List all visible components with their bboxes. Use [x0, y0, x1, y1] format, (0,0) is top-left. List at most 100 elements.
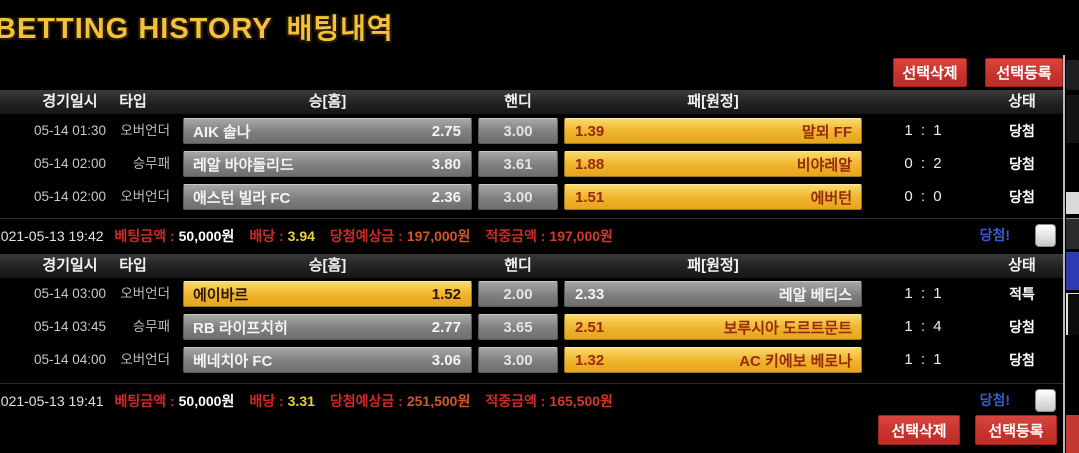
total-odds: 배당 :3.94	[249, 227, 315, 244]
home-odds-button[interactable]: 애스턴 빌라 FC 2.36	[183, 184, 472, 210]
header-home: 승[홈]	[308, 257, 347, 274]
status-badge: 적특	[1009, 286, 1035, 302]
away-odds-button-selected[interactable]: 1.32 AC 키에보 베로나	[564, 347, 862, 373]
match-score: 0 : 2	[904, 155, 944, 172]
bet-type: 오버언더	[120, 286, 170, 301]
match-datetime: 05-14 03:00	[33, 286, 107, 301]
status-badge: 당첨	[1009, 156, 1035, 172]
bet-placed-datetime: 2021-05-13 19:41	[0, 392, 104, 409]
header-status: 상태	[1008, 93, 1036, 110]
page-title: BETTING HISTORY 배팅내역	[0, 7, 394, 47]
home-odds-button[interactable]: RB 라이프치히 2.77	[183, 314, 472, 340]
bet-type: 오버언더	[120, 123, 170, 138]
bet-placed-datetime: 2021-05-13 19:42	[0, 227, 104, 244]
delete-selection-button-top[interactable]: 선택삭제	[893, 58, 967, 87]
bet-type: 오버언더	[120, 189, 170, 204]
match-score: 1 : 4	[904, 318, 944, 335]
home-team-label: AIK 솔나	[193, 123, 251, 141]
away-odds-value: 2.51	[575, 318, 605, 336]
home-odds-button[interactable]: 베네치아 FC 3.06	[183, 347, 472, 373]
away-team-label: 보루시아 도르트문트	[723, 319, 852, 337]
win-result-label: 당첨!	[979, 392, 1010, 408]
home-odds-button[interactable]: AIK 솔나 2.75	[183, 118, 472, 144]
table-header: 경기일시 타입 승[홈] 핸디 패[원정] 상태	[0, 90, 1063, 115]
right-edge-fragment	[1066, 252, 1079, 290]
home-team-label: 레알 바야돌리드	[193, 156, 294, 174]
handicap-odds-value: 3.00	[503, 188, 533, 206]
delete-selection-button-bottom[interactable]: 선택삭제	[878, 415, 960, 445]
bet-type: 승무패	[132, 156, 170, 171]
away-odds-button-selected[interactable]: 2.51 보루시아 도르트문트	[564, 314, 862, 340]
bet-summary-row: 2021-05-13 19:41 베팅금액 :50,000원 배당 :3.31 …	[0, 383, 1063, 417]
away-odds-button-selected[interactable]: 1.39 말뫼 FF	[564, 118, 862, 144]
away-odds-value: 1.32	[575, 351, 605, 369]
total-odds: 배당 :3.31	[249, 392, 315, 409]
away-team-label: 에버턴	[810, 189, 852, 207]
home-odds-value: 3.80	[431, 155, 461, 173]
select-bet-checkbox[interactable]	[1035, 389, 1056, 412]
right-edge-fragment	[1066, 415, 1079, 453]
home-team-label: 베네치아 FC	[193, 352, 273, 370]
expected-winnings: 당첨예상금 :251,500원	[329, 392, 471, 409]
register-selection-button-top[interactable]: 선택등록	[985, 58, 1063, 87]
handicap-odds-value: 3.00	[503, 122, 533, 140]
table-row: 05-14 03:45 승무패 RB 라이프치히 2.77 3.65 2.51 …	[0, 314, 1079, 340]
home-team-label: 에이바르	[193, 286, 249, 304]
status-badge: 당첨	[1009, 319, 1035, 335]
register-selection-button-bottom[interactable]: 선택등록	[975, 415, 1057, 445]
away-team-label: 말뫼 FF	[801, 123, 852, 141]
handicap-odds-button[interactable]: 3.00	[478, 184, 558, 210]
away-odds-value: 1.39	[575, 122, 605, 140]
hit-amount: 적중금액 :197,000원	[485, 227, 613, 244]
away-odds-button-selected[interactable]: 1.88 비야레알	[564, 151, 862, 177]
match-score: 1 : 1	[904, 285, 944, 302]
expected-winnings: 당첨예상금 :197,000원	[329, 227, 471, 244]
status-badge: 당첨	[1009, 123, 1035, 139]
header-handicap: 핸디	[504, 257, 532, 274]
handicap-odds-button[interactable]: 3.65	[478, 314, 558, 340]
away-odds-value: 1.88	[575, 155, 605, 173]
header-home: 승[홈]	[308, 93, 347, 110]
right-edge-fragment	[1066, 293, 1079, 335]
handicap-odds-button[interactable]: 2.00	[478, 281, 558, 307]
handicap-odds-button[interactable]: 3.00	[478, 118, 558, 144]
right-edge-fragment	[1066, 95, 1079, 143]
away-team-label: 비야레알	[796, 156, 852, 174]
away-team-label: 레알 베티스	[778, 286, 852, 304]
select-bet-checkbox[interactable]	[1035, 224, 1056, 247]
right-edge-fragment	[1066, 60, 1079, 90]
header-away: 패[원정]	[687, 257, 739, 274]
table-header: 경기일시 타입 승[홈] 핸디 패[원정] 상태	[0, 254, 1063, 279]
home-odds-value: 3.06	[431, 351, 461, 369]
handicap-odds-value: 3.65	[503, 318, 533, 336]
match-score: 0 : 0	[904, 188, 944, 205]
away-team-label: AC 키에보 베로나	[739, 352, 852, 370]
away-odds-button[interactable]: 2.33 레알 베티스	[564, 281, 862, 307]
right-edge-fragment	[1066, 218, 1079, 249]
win-result-label: 당첨!	[979, 227, 1010, 243]
bet-type: 승무패	[132, 319, 170, 334]
table-row: 05-14 02:00 오버언더 애스턴 빌라 FC 2.36 3.00 1.5…	[0, 184, 1079, 210]
home-odds-button-selected[interactable]: 에이바르 1.52	[183, 281, 472, 307]
header-datetime: 경기일시	[42, 257, 98, 274]
home-team-label: RB 라이프치히	[193, 319, 288, 337]
match-score: 1 : 1	[904, 122, 944, 139]
handicap-odds-value: 2.00	[503, 285, 533, 303]
handicap-odds-button[interactable]: 3.61	[478, 151, 558, 177]
header-type: 타입	[119, 93, 147, 110]
handicap-odds-button[interactable]: 3.00	[478, 347, 558, 373]
match-datetime: 05-14 04:00	[33, 352, 107, 367]
match-score: 1 : 1	[904, 351, 944, 368]
bet-amount: 베팅금액 :50,000원	[114, 392, 235, 409]
header-datetime: 경기일시	[42, 93, 98, 110]
table-row: 05-14 03:00 오버언더 에이바르 1.52 2.00 2.33 레알 …	[0, 281, 1079, 307]
away-odds-button-selected[interactable]: 1.51 에버턴	[564, 184, 862, 210]
right-panel-divider	[1063, 55, 1065, 453]
status-badge: 당첨	[1009, 189, 1035, 205]
header-type: 타입	[119, 257, 147, 274]
match-datetime: 05-14 03:45	[33, 319, 107, 334]
match-datetime: 05-14 02:00	[33, 189, 107, 204]
home-odds-button[interactable]: 레알 바야돌리드 3.80	[183, 151, 472, 177]
handicap-odds-value: 3.00	[503, 351, 533, 369]
